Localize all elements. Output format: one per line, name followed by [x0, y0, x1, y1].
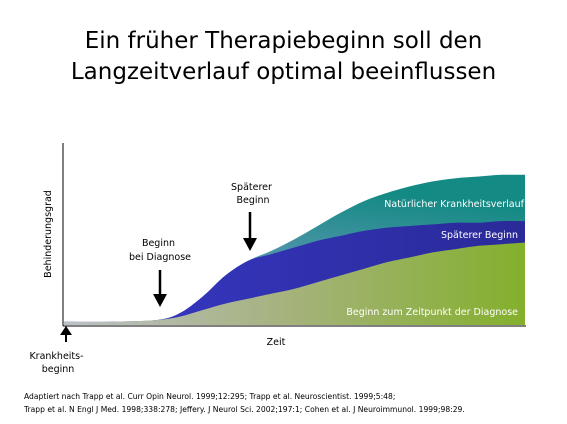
series-label-early-start: Beginn zum Zeitpunkt der Diagnose — [346, 307, 518, 318]
annotation-start-at-diagnosis: Beginn bei Diagnose — [129, 238, 191, 307]
y-axis-label: Behinderungsgrad — [43, 190, 54, 278]
area-early-start — [64, 242, 525, 325]
annotation-disease-onset-line-1: Krankheits- — [29, 351, 83, 362]
annotation-later-start: Späterer Beginn — [231, 182, 275, 251]
annotation-later-start-line-2: Beginn — [236, 195, 269, 206]
arrow-disease-onset-head — [60, 326, 72, 335]
title-line-1: Ein früher Therapiebeginn soll den — [84, 28, 483, 54]
annotation-label-later-start: Späterer Beginn — [231, 182, 275, 206]
annotation-label-start-at-diagnosis: Beginn bei Diagnose — [129, 238, 191, 263]
x-axis-label: Zeit — [267, 337, 286, 348]
annotation-disease-onset-line-2: beginn — [42, 364, 75, 375]
series-label-later-start: Späterer Beginn — [441, 230, 518, 241]
annotation-start-at-diagnosis-line-2: bei Diagnose — [129, 252, 191, 263]
annotation-later-start-line-1: Späterer — [231, 182, 272, 193]
annotation-label-disease-onset: Krankheits- beginn — [29, 351, 86, 375]
page-title: Ein früher Therapiebeginn soll den Langz… — [0, 26, 567, 88]
annotation-start-at-diagnosis-line-1: Beginn — [142, 238, 175, 249]
series-label-natural-course: Natürlicher Krankheitsverlauf — [384, 199, 524, 210]
title-line-2: Langzeitverlauf optimal beeinflussen — [70, 59, 497, 85]
reference-line-1: Adaptiert nach Trapp et al. Curr Opin Ne… — [24, 392, 396, 401]
arrow-later-start-head — [243, 238, 257, 251]
annotation-disease-onset: Krankheits- beginn — [29, 326, 86, 375]
arrow-start-at-diagnosis-head — [153, 294, 167, 307]
reference-line-2: Trapp et al. N Engl J Med. 1998;338:278;… — [24, 405, 465, 414]
references: Adaptiert nach Trapp et al. Curr Opin Ne… — [24, 390, 564, 416]
